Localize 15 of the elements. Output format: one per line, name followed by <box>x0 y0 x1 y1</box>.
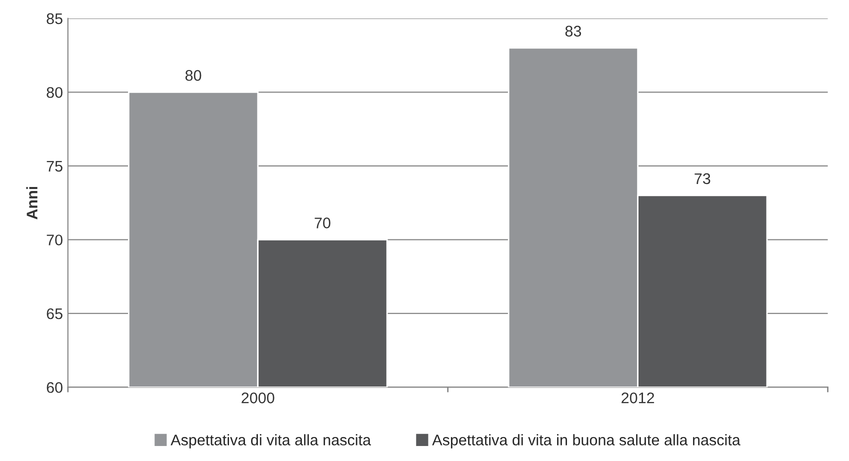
data-label: 80 <box>185 70 202 81</box>
x-tick-label: 2012 <box>622 392 654 404</box>
y-tick-label: 65 <box>46 308 62 320</box>
y-axis-title: Anni <box>26 186 38 220</box>
y-tick-label: 85 <box>46 13 62 24</box>
data-label: 73 <box>694 173 710 184</box>
y-tick-label: 75 <box>46 160 62 172</box>
data-label: 83 <box>565 26 582 37</box>
y-tick-label: 60 <box>46 382 62 393</box>
y-tick-label: 80 <box>46 87 62 98</box>
data-label: 70 <box>314 218 330 228</box>
x-tick-label: 2000 <box>242 392 274 404</box>
legend-label: Aspettativa di vita in buona salute alla nascita <box>432 434 740 448</box>
legend-label: Aspettativa di vita alla nascita <box>170 434 372 448</box>
y-tick-label: 70 <box>46 234 62 246</box>
